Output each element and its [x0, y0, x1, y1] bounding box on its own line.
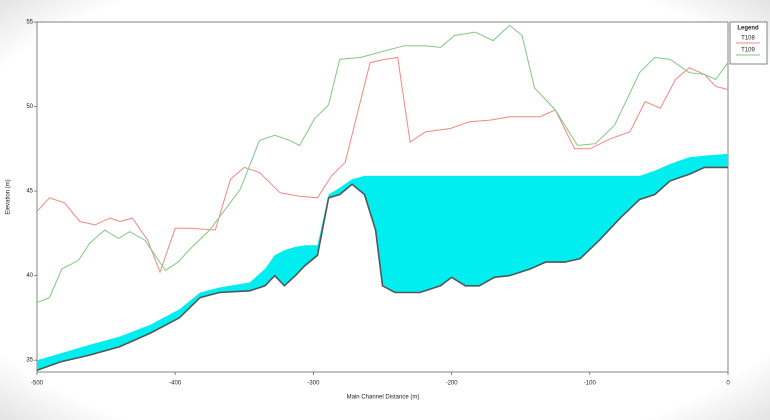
y-axis-title: Elevation (m)	[6, 179, 12, 214]
x-tick-label: -400	[169, 381, 182, 387]
series-line	[36, 24, 729, 304]
x-tick-label: -200	[446, 381, 459, 387]
x-axis-title: Main Channel Distance (m)	[347, 395, 420, 401]
series-line	[36, 56, 729, 274]
x-tick-label: -500	[31, 381, 44, 387]
x-tick-label: -100	[584, 381, 597, 387]
water-area	[37, 153, 728, 371]
legend-label: T109	[741, 48, 755, 54]
ground-line	[36, 166, 728, 372]
y-tick-label: 35	[26, 358, 33, 364]
x-tick-label: -300	[307, 381, 320, 387]
y-tick-label: 45	[26, 189, 33, 195]
y-tick-label: 55	[26, 20, 33, 26]
y-tick-label: 50	[26, 104, 33, 110]
y-tick-label: 40	[26, 273, 33, 279]
legend-title: Legend	[737, 26, 759, 32]
x-tick-label: 0	[726, 381, 730, 387]
legend-label: T108	[741, 36, 755, 42]
